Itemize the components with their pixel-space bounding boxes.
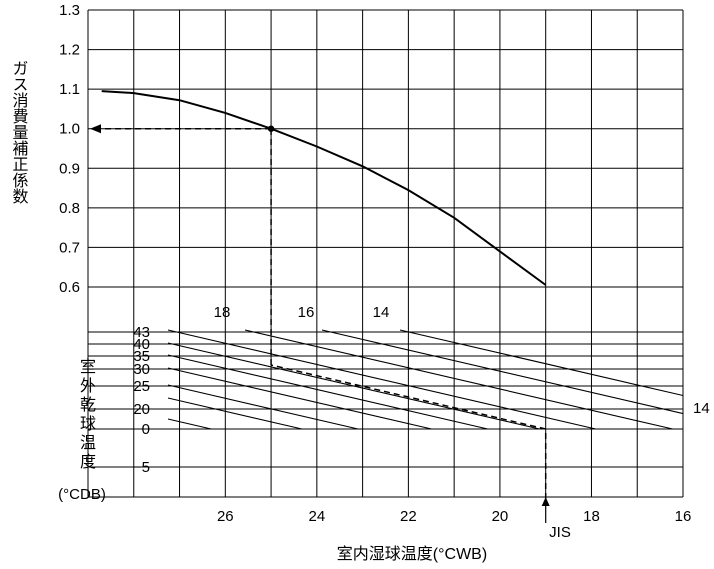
lower-y-tick: −5 [133, 459, 150, 476]
outdoor-temp-line [168, 419, 211, 429]
x-axis-label: 室内湿球温度(°CWB) [337, 545, 487, 563]
lower-y-label-unit: (°CDB) [58, 486, 106, 503]
lower-y-tick: 25 [133, 378, 150, 395]
outdoor-temp-line [168, 385, 358, 429]
outdoor-temp-line [168, 355, 488, 429]
x-tick: 22 [400, 508, 417, 525]
jis-label: JIS [549, 524, 571, 541]
correction-curve [102, 91, 546, 285]
x-tick: 24 [309, 508, 326, 525]
upper-y-tick: 0.6 [59, 279, 80, 296]
right-line-label: 14 [693, 400, 710, 417]
arrowhead-left [90, 124, 101, 133]
example-point-dot [268, 126, 274, 132]
outdoor-temp-lines [168, 330, 683, 429]
correction-curve-line [102, 91, 546, 285]
tick-labels: 1.31.21.11.00.90.80.70.64340353025200−52… [59, 2, 691, 525]
lower-y-label-char: 乾 [80, 396, 96, 414]
lower-y-label-char: 室 [80, 358, 96, 376]
x-tick: 18 [583, 508, 600, 525]
outdoor-temp-line [322, 330, 683, 414]
lower-y-tick: 20 [133, 401, 150, 418]
upper-y-tick: 1.0 [59, 121, 80, 138]
outdoor-temp-line [245, 330, 673, 429]
line-label-top: 14 [373, 304, 390, 321]
grid [88, 10, 683, 497]
lower-y-label-char: 外 [80, 377, 96, 395]
upper-y-tick: 1.2 [59, 42, 80, 59]
outdoor-temp-line [168, 368, 432, 429]
lower-y-label-char: 球 [80, 415, 96, 433]
upper-y-tick: 1.3 [59, 2, 80, 19]
lower-y-label-char: 温 [80, 434, 96, 452]
lower-y-label-char: 度 [80, 453, 96, 471]
lower-y-tick: 0 [142, 421, 150, 438]
upper-y-label-text: ガス消費量補正係数 [10, 60, 29, 204]
x-tick: 26 [217, 508, 234, 525]
x-tick: 20 [492, 508, 509, 525]
outdoor-temp-line [168, 398, 302, 429]
example-guides [90, 124, 550, 523]
outdoor-temp-line [168, 330, 596, 429]
upper-y-tick: 0.9 [59, 160, 80, 177]
line-label-top: 16 [298, 304, 315, 321]
upper-y-tick: 0.8 [59, 200, 80, 217]
upper-y-tick: 1.1 [59, 81, 80, 98]
upper-y-tick: 0.7 [59, 239, 80, 256]
x-tick: 16 [675, 508, 692, 525]
lower-y-tick: 30 [133, 361, 150, 378]
jis-arrowhead [542, 497, 550, 506]
upper-y-axis-label: ガス消費量補正係数 [10, 60, 29, 204]
line-label-top: 18 [214, 304, 231, 321]
